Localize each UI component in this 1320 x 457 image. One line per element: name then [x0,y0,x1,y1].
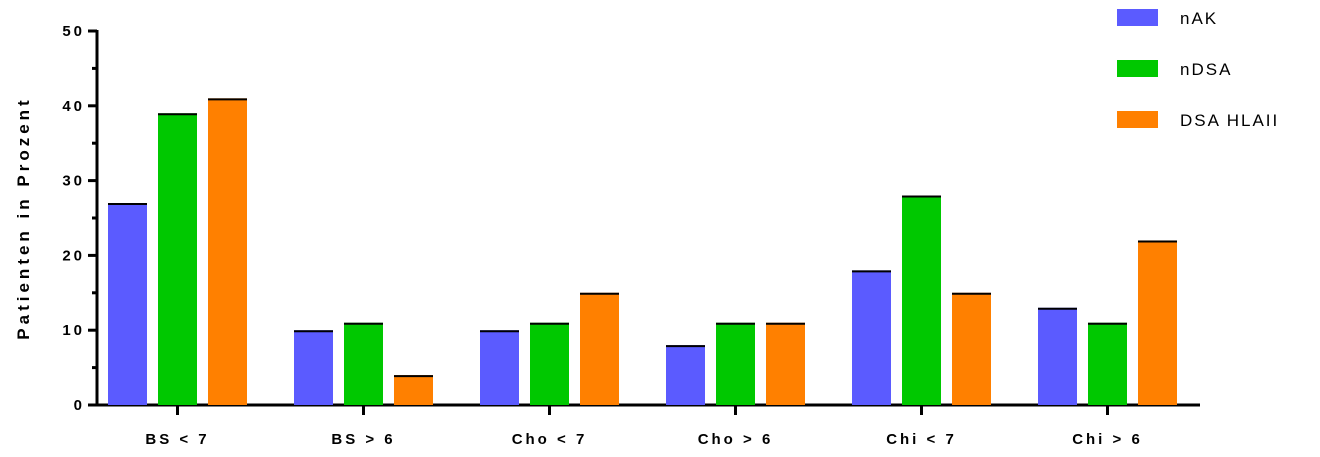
bar-dsa-hlaii [580,292,619,405]
y-ticks: 0 10 20 30 40 50 [62,23,97,414]
x-tick-label: BS > 6 [331,431,395,448]
bar-nak [480,330,519,405]
bar-ndsa [530,322,569,405]
y-tick-label: 40 [62,98,85,115]
bar-ndsa [158,113,197,405]
bar-ndsa [716,322,755,405]
x-tick-label: Cho < 7 [512,431,588,448]
bar-dsa-hlaii [394,375,433,405]
bars [108,98,1177,405]
x-tick-label: Chi > 6 [1072,431,1143,448]
bar-dsa-hlaii [766,322,805,405]
bar-ndsa [1088,322,1127,405]
bar-nak [1038,307,1077,405]
y-axis-title: Patienten in Prozent [14,96,33,339]
legend: nAK nDSA DSA HLAII [1117,9,1279,130]
bar-ndsa [902,195,941,405]
bar-nak [666,345,705,405]
legend-label: nAK [1180,9,1218,28]
legend-label: nDSA [1180,60,1232,79]
bar-dsa-hlaii [952,292,991,405]
legend-label: DSA HLAII [1180,111,1279,130]
x-tick-label: Cho > 6 [698,431,774,448]
legend-swatch [1117,9,1158,26]
y-tick-label: 20 [62,247,85,264]
x-tick-label: Chi < 7 [886,431,957,448]
y-tick-label: 0 [74,397,85,414]
bar-nak [108,203,147,405]
bar-dsa-hlaii [1138,240,1177,405]
axes [95,30,1200,407]
x-ticks: BS < 7 BS > 6 Cho < 7 Cho > 6 Chi < 7 Chi > 6 [145,405,1143,448]
y-tick-label: 10 [62,322,85,339]
bar-dsa-hlaii [208,98,247,405]
legend-swatch [1117,111,1158,128]
y-tick-label: 50 [62,23,85,40]
x-tick-label: BS < 7 [145,431,209,448]
y-tick-label: 30 [62,173,85,190]
legend-swatch [1117,60,1158,77]
bar-nak [852,270,891,405]
bar-nak [294,330,333,405]
bar-ndsa [344,322,383,405]
